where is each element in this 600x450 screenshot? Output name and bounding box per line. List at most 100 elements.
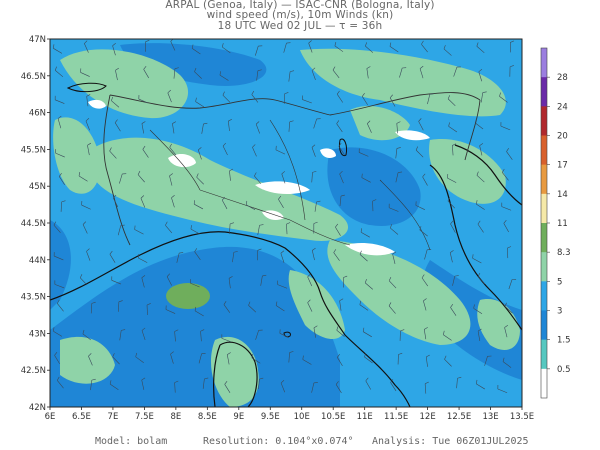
wind-barb bbox=[197, 147, 202, 160]
wind-barb bbox=[450, 303, 457, 316]
wind-barb bbox=[143, 66, 149, 79]
wind-barb bbox=[475, 379, 486, 390]
wind-barb bbox=[307, 273, 313, 287]
latitude-axis: 47N 46.5N 46N 45.5N 45N 44.5N 44N 43.5N 43N 42.5N… bbox=[21, 35, 50, 413]
wind-field bbox=[50, 39, 522, 407]
border-slovenia bbox=[464, 99, 481, 161]
wind-barb bbox=[277, 280, 288, 289]
wind-barb bbox=[279, 329, 290, 338]
wind-barb bbox=[57, 115, 62, 129]
title-line-3: 18 UTC Wed 02 JUL — τ = 36h bbox=[217, 20, 383, 32]
wind-barb bbox=[88, 353, 93, 366]
lon-tick-label: 10E bbox=[294, 412, 310, 422]
wind-barb bbox=[245, 200, 256, 210]
wind-barb bbox=[275, 301, 285, 312]
wind-barb bbox=[509, 65, 514, 77]
border-regions-4 bbox=[149, 129, 201, 191]
wind-barb bbox=[388, 277, 397, 289]
wind-barb bbox=[111, 276, 122, 285]
colorbar-segment bbox=[541, 135, 547, 165]
wind-barb bbox=[145, 40, 150, 52]
wind-barb bbox=[58, 173, 65, 185]
wind-barb bbox=[484, 355, 492, 366]
colorbar-segment bbox=[541, 368, 547, 399]
lon-tick-label: 6.5E bbox=[72, 412, 91, 422]
wind-barb bbox=[82, 221, 88, 234]
colorbar-label: 28 bbox=[557, 73, 568, 83]
wind-barb bbox=[115, 67, 119, 81]
wind-barb bbox=[415, 201, 425, 210]
wind-barb bbox=[448, 122, 458, 133]
lake-geneva bbox=[66, 82, 107, 93]
field-white-2 bbox=[168, 153, 196, 168]
wind-barb bbox=[251, 353, 261, 364]
wind-barb bbox=[424, 249, 432, 260]
wind-barb bbox=[112, 353, 120, 365]
wind-barb bbox=[389, 94, 396, 107]
lon-tick-label: 10.5E bbox=[321, 412, 345, 422]
field-dark-west bbox=[50, 220, 71, 310]
wind-barb bbox=[423, 327, 428, 340]
wind-barb bbox=[361, 173, 371, 183]
field-white-1 bbox=[88, 99, 106, 109]
field-green-veneto bbox=[429, 139, 506, 204]
wind-barb bbox=[337, 353, 343, 367]
colorbar-segment bbox=[541, 310, 547, 340]
lat-tick-label: 44N bbox=[29, 256, 46, 266]
wind-barb bbox=[313, 221, 318, 234]
lat-tick-label: 45N bbox=[29, 182, 46, 192]
lat-tick-label: 42.5N bbox=[21, 366, 46, 376]
wind-barb bbox=[311, 247, 316, 261]
lat-tick-label: 47N bbox=[29, 35, 46, 45]
wind-barb bbox=[173, 67, 179, 79]
wind-barb bbox=[311, 382, 318, 393]
wind-barb bbox=[288, 351, 294, 363]
border-france-italy bbox=[103, 94, 131, 246]
wind-barb bbox=[222, 91, 231, 103]
wind-barb bbox=[141, 275, 146, 288]
wind-barb bbox=[112, 43, 116, 56]
lon-tick-label: 12E bbox=[420, 412, 436, 422]
wind-barb bbox=[425, 354, 430, 367]
wind-barb bbox=[135, 352, 144, 363]
wind-barb bbox=[221, 43, 231, 54]
lon-tick-label: 7E bbox=[108, 412, 119, 422]
wind-barb bbox=[427, 93, 434, 105]
wind-barb bbox=[78, 171, 88, 182]
wind-barb bbox=[141, 121, 146, 134]
coast-corsica bbox=[213, 341, 258, 407]
wind-barb bbox=[190, 279, 200, 288]
wind-barb bbox=[390, 224, 399, 235]
wind-barb bbox=[389, 42, 399, 53]
wind-barb bbox=[56, 376, 64, 389]
colorbar-segment bbox=[541, 106, 547, 136]
footer-resolution: Resolution: 0.104°x0.074° bbox=[203, 436, 354, 447]
field-green-sw bbox=[60, 336, 115, 384]
wind-barb bbox=[194, 306, 204, 317]
wind-barb bbox=[473, 304, 483, 315]
wind-barb bbox=[224, 380, 231, 393]
wind-barb bbox=[86, 248, 91, 261]
wind-barb bbox=[256, 69, 262, 81]
field-dark-plains bbox=[327, 147, 421, 226]
wind-barb bbox=[339, 298, 344, 311]
lon-tick-label: 8.5E bbox=[198, 412, 217, 422]
footer: Model: bolam Resolution: 0.104°x0.074° A… bbox=[0, 436, 600, 450]
wind-barb bbox=[453, 66, 461, 77]
wind-barb bbox=[311, 67, 316, 80]
colorbar-label: 5 bbox=[557, 277, 562, 287]
wind-barb bbox=[447, 197, 456, 209]
wind-barb bbox=[257, 224, 264, 236]
lat-tick-label: 43N bbox=[29, 329, 46, 339]
wind-barb bbox=[478, 68, 483, 82]
wind-barb bbox=[421, 40, 428, 53]
wind-barb bbox=[364, 353, 373, 364]
wind-barb bbox=[502, 168, 509, 181]
wind-barb bbox=[191, 44, 201, 55]
field-white-4 bbox=[345, 242, 395, 256]
colorbar-label: 17 bbox=[557, 161, 568, 171]
wind-barb bbox=[359, 300, 369, 311]
wind-barb bbox=[336, 90, 343, 103]
wind-barb bbox=[313, 118, 321, 129]
wind-barb bbox=[258, 377, 264, 390]
